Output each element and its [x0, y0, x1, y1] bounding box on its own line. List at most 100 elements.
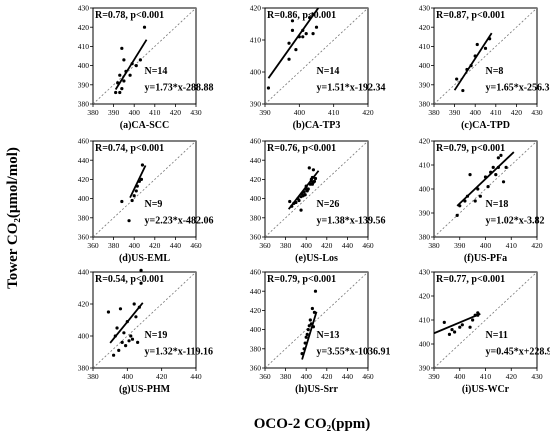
x-tick-label: 440 — [342, 372, 354, 381]
y-tick-label: 380 — [78, 364, 90, 373]
panel-caption: (f)US-PFa — [464, 253, 507, 264]
data-point — [122, 58, 126, 62]
y-tick-label: 360 — [78, 233, 90, 242]
x-tick-label: 440 — [190, 372, 202, 381]
data-point — [469, 64, 473, 68]
stat-label: R=0.77, p<0.001 — [436, 274, 505, 285]
plot-frame — [92, 271, 197, 369]
x-tick-label: 420 — [362, 108, 374, 117]
data-point — [120, 199, 124, 204]
data-point — [139, 281, 143, 285]
data-point — [313, 289, 318, 293]
plot-frame — [433, 7, 538, 105]
y-tick-label: 460 — [250, 137, 262, 146]
y-tick-label: 400 — [250, 194, 262, 203]
data-point — [442, 320, 446, 324]
x-tick-label: 380 — [280, 372, 292, 381]
data-point — [134, 315, 138, 319]
x-tick-label: 360 — [87, 241, 99, 250]
x-tick-label: 460 — [362, 372, 374, 381]
one-to-one-line — [93, 272, 196, 368]
data-point — [301, 28, 305, 32]
equation-label: y=1.65*x-256.31 — [486, 83, 550, 94]
y-tick-label: 430 — [419, 268, 431, 277]
x-tick-label: 380 — [428, 108, 440, 117]
data-point — [313, 176, 318, 181]
data-point — [118, 307, 123, 311]
stat-label: R=0.76, p<0.001 — [267, 143, 336, 154]
data-point — [465, 194, 470, 198]
x-tick-label: 400 — [301, 241, 313, 250]
data-point — [132, 194, 136, 198]
data-point — [130, 337, 135, 341]
y-tick-label: 460 — [78, 137, 90, 146]
data-point — [114, 90, 118, 95]
data-point — [306, 328, 310, 332]
y-tick-label: 420 — [78, 300, 90, 309]
one-to-one-line — [434, 272, 537, 368]
x-tick-label: 460 — [190, 241, 202, 250]
n-label: N=8 — [486, 66, 504, 77]
y-tick-label: 400 — [419, 61, 431, 70]
data-point — [473, 313, 477, 317]
data-point — [287, 41, 291, 45]
n-label: N=18 — [486, 199, 509, 210]
panel-caption: (g)US-PHM — [119, 384, 171, 395]
x-tick-label: 360 — [259, 372, 271, 381]
y-tick-label: 380 — [78, 213, 90, 222]
y-tick-label: 430 — [419, 4, 431, 13]
regression-line — [453, 32, 493, 91]
x-tick-label: 410 — [480, 372, 492, 381]
n-label: N=11 — [486, 330, 508, 341]
data-point — [127, 339, 131, 343]
data-point — [476, 187, 480, 191]
panel-1: 380 390 400 410 420 430 380 390 400 410 420 430 R=0.… — [78, 4, 214, 131]
data-point — [305, 332, 309, 336]
data-point — [297, 198, 301, 203]
regression-line — [434, 313, 481, 335]
data-point — [142, 25, 147, 29]
y-tick-label: 380 — [250, 213, 262, 222]
y-tick-label: 410 — [419, 42, 431, 51]
data-point — [311, 168, 316, 172]
one-to-one-line — [434, 8, 537, 104]
panel-4: 360 380 400 420 440 460 360 380 400 420 440 460 R=0.… — [78, 137, 214, 264]
data-point — [134, 189, 138, 193]
x-tick-label: 390 — [449, 108, 461, 117]
x-tick-label: 380 — [280, 241, 292, 250]
data-point — [488, 37, 492, 41]
n-label: N=13 — [317, 330, 340, 341]
data-point — [124, 69, 128, 73]
one-to-one-line — [434, 141, 537, 237]
data-point — [134, 64, 138, 68]
x-tick-label: 410 — [506, 241, 518, 250]
data-point — [139, 177, 144, 181]
data-point — [288, 199, 292, 204]
stat-label: R=0.78, p<0.001 — [95, 10, 164, 21]
data-point — [496, 165, 500, 169]
panel-5: 360 380 400 420 440 460 360 380 400 420 440 460 R=0.… — [250, 137, 386, 264]
panel-8: 360 380 400 420 440 460 360 380 400 420 440 460 R=0.… — [250, 268, 391, 395]
data-point — [290, 204, 294, 208]
panel-7: 380 400 420 440 380 400 420 440 R=0.54, p<0.001 N… — [78, 268, 213, 395]
y-tick-label: 400 — [419, 185, 431, 194]
plot-frame — [92, 7, 197, 105]
data-point — [311, 325, 316, 329]
data-point — [306, 187, 310, 191]
n-label: N=26 — [317, 199, 340, 210]
x-tick-label: 420 — [506, 372, 518, 381]
equation-label: y=1.38*x-139.56 — [317, 216, 386, 227]
panel-caption: (h)US-Srr — [295, 384, 338, 395]
data-point — [287, 57, 291, 61]
y-tick-label: 400 — [250, 68, 262, 77]
plot-frame — [264, 140, 369, 238]
y-tick-label: 380 — [419, 233, 431, 242]
data-point — [128, 73, 132, 77]
data-point — [476, 311, 480, 315]
stat-label: R=0.79, p<0.001 — [436, 143, 505, 154]
data-point — [139, 268, 143, 272]
y-tick-label: 420 — [78, 175, 90, 184]
data-point — [300, 352, 304, 356]
data-point — [312, 310, 317, 314]
